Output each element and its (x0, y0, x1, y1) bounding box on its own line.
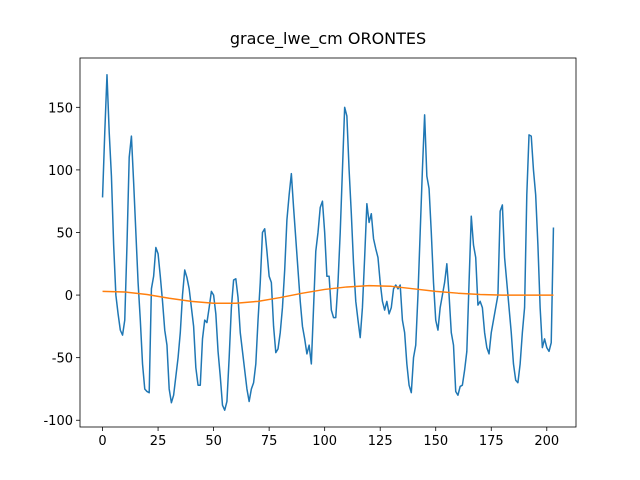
x-tick-label: 175 (479, 434, 504, 449)
x-tick-label: 200 (534, 434, 559, 449)
x-tick-label: 25 (150, 434, 167, 449)
chart-title: grace_lwe_cm ORONTES (230, 29, 426, 49)
y-tick-label: 150 (48, 101, 73, 116)
x-tick-label: 75 (261, 434, 278, 449)
x-tick-label: 0 (98, 434, 106, 449)
x-tick-label: 100 (312, 434, 337, 449)
y-tick-label: 50 (56, 226, 73, 241)
y-tick-label: -50 (52, 352, 73, 367)
y-tick-label: 100 (48, 164, 73, 179)
x-tick-label: 50 (205, 434, 222, 449)
x-tick-label: 125 (368, 434, 393, 449)
data-line (102, 284, 554, 304)
y-tick-label: 0 (65, 289, 73, 304)
plot-frame (79, 57, 577, 428)
y-tick-label: -100 (43, 414, 73, 429)
x-tick-label: 150 (423, 434, 448, 449)
data-line (101, 74, 555, 411)
